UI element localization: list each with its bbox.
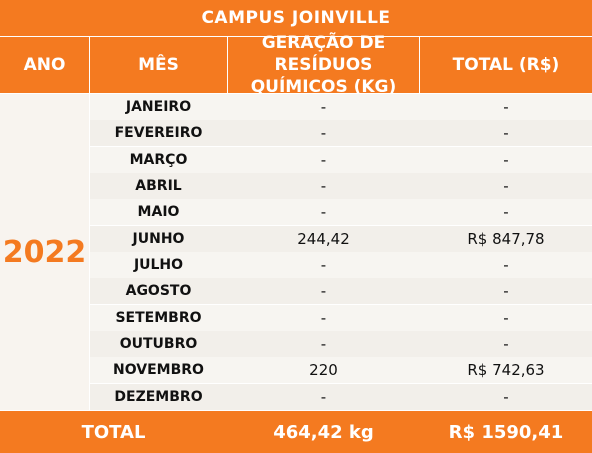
header-geracao-line1: GERAÇÃO DE — [261, 33, 386, 53]
table-row: DEZEMBRO - - — [90, 383, 592, 410]
year-value: 2022 — [2, 234, 87, 270]
table-row: AGOSTO - - — [90, 278, 592, 305]
total-cell: R$ 742,63 — [467, 361, 545, 380]
total-cell: - — [503, 176, 509, 195]
total-cell: - — [503, 255, 509, 274]
month-cell: ABRIL — [135, 177, 182, 194]
table-row: MARÇO - - — [90, 146, 592, 173]
generation-cell: 220 — [309, 361, 338, 380]
generation-cell: - — [320, 334, 327, 353]
generation-cell: - — [320, 203, 327, 222]
total-geracao: 464,42 kg — [273, 421, 374, 443]
month-cell: JUNHO — [132, 230, 185, 247]
table-row: ABRIL - - — [90, 172, 592, 199]
header-geracao-line2: RESÍDUOS QUÍMICOS (KG) — [250, 55, 397, 97]
total-cell: - — [503, 98, 509, 116]
total-cell: - — [503, 282, 509, 301]
table-row: FEVEREIRO - - — [90, 120, 592, 147]
month-cell: OUTUBRO — [119, 335, 198, 352]
total-cell: - — [503, 308, 509, 327]
total-cell: - — [503, 203, 509, 222]
month-cell: MARÇO — [129, 151, 188, 168]
month-cell: DEZEMBRO — [114, 388, 203, 405]
month-cell: FEVEREIRO — [114, 125, 203, 142]
table-row: JUNHO 244,42 R$ 847,78 — [90, 225, 592, 252]
table-row: JANEIRO - - — [90, 94, 592, 120]
generation-cell: - — [320, 176, 327, 195]
table-row: SETEMBRO - - — [90, 304, 592, 331]
generation-cell: - — [320, 282, 327, 301]
total-cell: - — [503, 124, 509, 143]
month-cell: AGOSTO — [125, 283, 192, 300]
month-cell: JULHO — [133, 256, 184, 273]
total-cell: - — [503, 387, 509, 406]
table-row: JULHO - - — [90, 251, 592, 278]
month-cell: NOVEMBRO — [113, 362, 204, 379]
generation-cell: - — [320, 98, 327, 116]
total-value: R$ 1590,41 — [448, 421, 564, 443]
month-cell: MAIO — [137, 204, 180, 221]
total-row: TOTAL 464,42 kg R$ 1590,41 — [0, 411, 592, 453]
month-cell: SETEMBRO — [115, 309, 202, 326]
table-title: CAMPUS JOINVILLE — [0, 0, 592, 36]
generation-cell: - — [320, 124, 327, 143]
header-mes: MÊS — [90, 37, 227, 93]
year-cell: 2022 — [0, 94, 89, 410]
month-cell: JANEIRO — [125, 99, 192, 115]
table-row: OUTUBRO - - — [90, 330, 592, 357]
total-label: TOTAL — [81, 421, 146, 443]
generation-cell: 244,42 — [297, 229, 350, 248]
total-cell: R$ 847,78 — [467, 229, 545, 248]
generation-cell: - — [320, 255, 327, 274]
generation-cell: - — [320, 387, 327, 406]
total-cell: - — [503, 334, 509, 353]
header-total: TOTAL (R$) — [420, 37, 592, 93]
generation-cell: - — [320, 150, 327, 169]
total-cell: - — [503, 150, 509, 169]
generation-cell: - — [320, 308, 327, 327]
table-row: NOVEMBRO 220 R$ 742,63 — [90, 357, 592, 384]
header-geracao: GERAÇÃO DE RESÍDUOS QUÍMICOS (KG) — [228, 33, 419, 97]
table-row: MAIO - - — [90, 199, 592, 226]
header-ano: ANO — [0, 37, 89, 93]
